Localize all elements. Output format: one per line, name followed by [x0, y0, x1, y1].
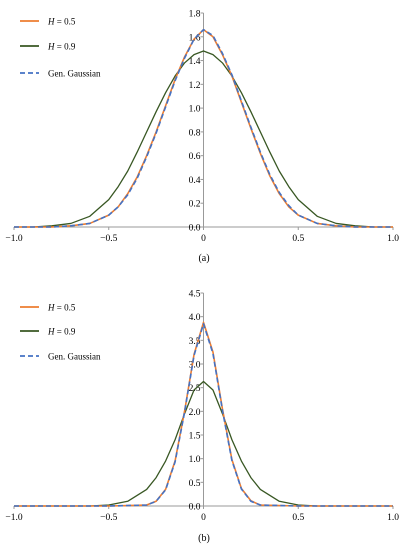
- legend-label: Gen. Gaussian: [48, 352, 101, 362]
- legend-label: H = 0.5: [47, 17, 76, 27]
- x-tick-label: 0.5: [292, 513, 304, 523]
- y-tick-label: 4.0: [189, 313, 201, 323]
- y-tick-label: 2.0: [189, 408, 201, 418]
- chart-b: 0.00.51.01.52.02.53.03.54.04.5−1.0 −0.5 0 0…: [5, 290, 399, 545]
- x-tick-label: 1.0: [387, 234, 399, 244]
- y-tick-label: 0.5: [189, 479, 201, 489]
- x-tick-label: −0.5: [100, 513, 117, 523]
- y-tick-label: 0.2: [189, 200, 201, 210]
- y-tick-label: 3.0: [189, 361, 201, 371]
- x-tick-label: 0.5: [292, 234, 304, 244]
- x-tick-label: 0: [201, 234, 206, 244]
- series-line-h09: [14, 50, 393, 228]
- y-tick-label: 1.8: [189, 10, 201, 20]
- legend-label: H = 0.9: [47, 42, 76, 52]
- y-tick-label: 1.0: [189, 455, 201, 465]
- y-tick-label: 1.0: [189, 105, 201, 115]
- x-tick-label: 0: [201, 513, 206, 523]
- y-tick-label: 4.5: [189, 290, 201, 300]
- y-tick-label: 3.5: [189, 337, 201, 347]
- legend-label: Gen. Gaussian: [48, 69, 101, 79]
- y-tick-label: 0.0: [189, 503, 201, 513]
- y-tick-label: 0.6: [189, 152, 201, 162]
- y-tick-label: 0.0: [189, 224, 201, 234]
- legend-label: H = 0.5: [47, 303, 76, 313]
- y-tick-label: 1.5: [189, 432, 201, 442]
- series-line-h09: [14, 380, 393, 507]
- legend-label: H = 0.9: [47, 327, 76, 337]
- x-tick-label: −1.0: [5, 234, 22, 244]
- panel-caption: (b): [198, 533, 210, 544]
- series-line-gen-gaussian: [14, 322, 393, 507]
- panel-caption: (a): [198, 253, 209, 264]
- y-tick-label: 1.4: [189, 57, 201, 67]
- chart-a: 0.00.20.40.60.81.01.21.41.61.8−1.0 −0.5 0 0…: [5, 10, 399, 265]
- x-tick-label: −1.0: [5, 513, 22, 523]
- y-tick-label: 0.4: [189, 176, 201, 186]
- y-tick-label: 0.8: [189, 128, 201, 138]
- x-tick-label: 1.0: [387, 513, 399, 523]
- y-tick-label: 1.2: [189, 81, 201, 91]
- x-tick-label: −0.5: [100, 234, 117, 244]
- series-line-gen-gaussian: [14, 28, 393, 228]
